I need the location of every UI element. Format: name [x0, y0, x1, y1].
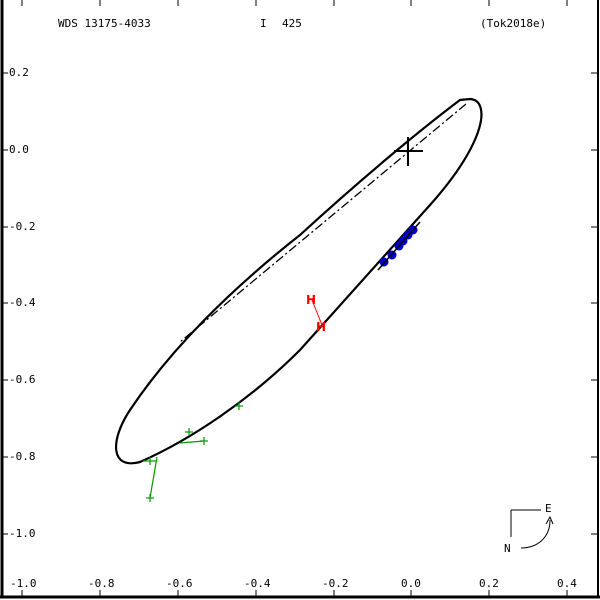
- orbit-ellipse: [115, 97, 483, 465]
- compass-east-label: E: [545, 502, 552, 515]
- y-tick-label: 0.0: [9, 143, 29, 156]
- wds-id-label: WDS 13175-4033: [58, 17, 151, 30]
- y-tick-label: -0.6: [9, 373, 36, 386]
- x-axis-ticks: [21, 0, 568, 596]
- compass-north-label: N: [504, 542, 511, 555]
- y-tick-label: -1.0: [9, 527, 36, 540]
- x-tick-label: 0.0: [401, 577, 421, 590]
- x-tick-label: -0.8: [88, 577, 115, 590]
- x-tick-label: -0.2: [322, 577, 349, 590]
- compass-icon: [510, 509, 554, 549]
- y-tick-label: 0.2: [9, 66, 29, 79]
- y-axis-ticks: [3, 72, 597, 535]
- hst-points: H H: [306, 293, 326, 334]
- y-tick-label: -0.8: [9, 450, 36, 463]
- svg-text:H: H: [306, 293, 316, 307]
- visual-points: [143, 402, 243, 502]
- line-of-nodes: [179, 103, 467, 343]
- x-tick-label: -1.0: [10, 577, 37, 590]
- y-tick-label: -0.2: [9, 220, 36, 233]
- number-label: 425: [282, 17, 302, 30]
- svg-text:H: H: [316, 320, 326, 334]
- primary-star-cross: [394, 137, 423, 166]
- x-tick-label: 0.4: [557, 577, 577, 590]
- reference-label: (Tok2018e): [480, 17, 547, 30]
- x-tick-label: -0.6: [166, 577, 193, 590]
- component-label: I: [260, 17, 267, 30]
- x-tick-label: -0.4: [244, 577, 271, 590]
- x-tick-label: 0.2: [479, 577, 499, 590]
- y-tick-label: -0.4: [9, 296, 36, 309]
